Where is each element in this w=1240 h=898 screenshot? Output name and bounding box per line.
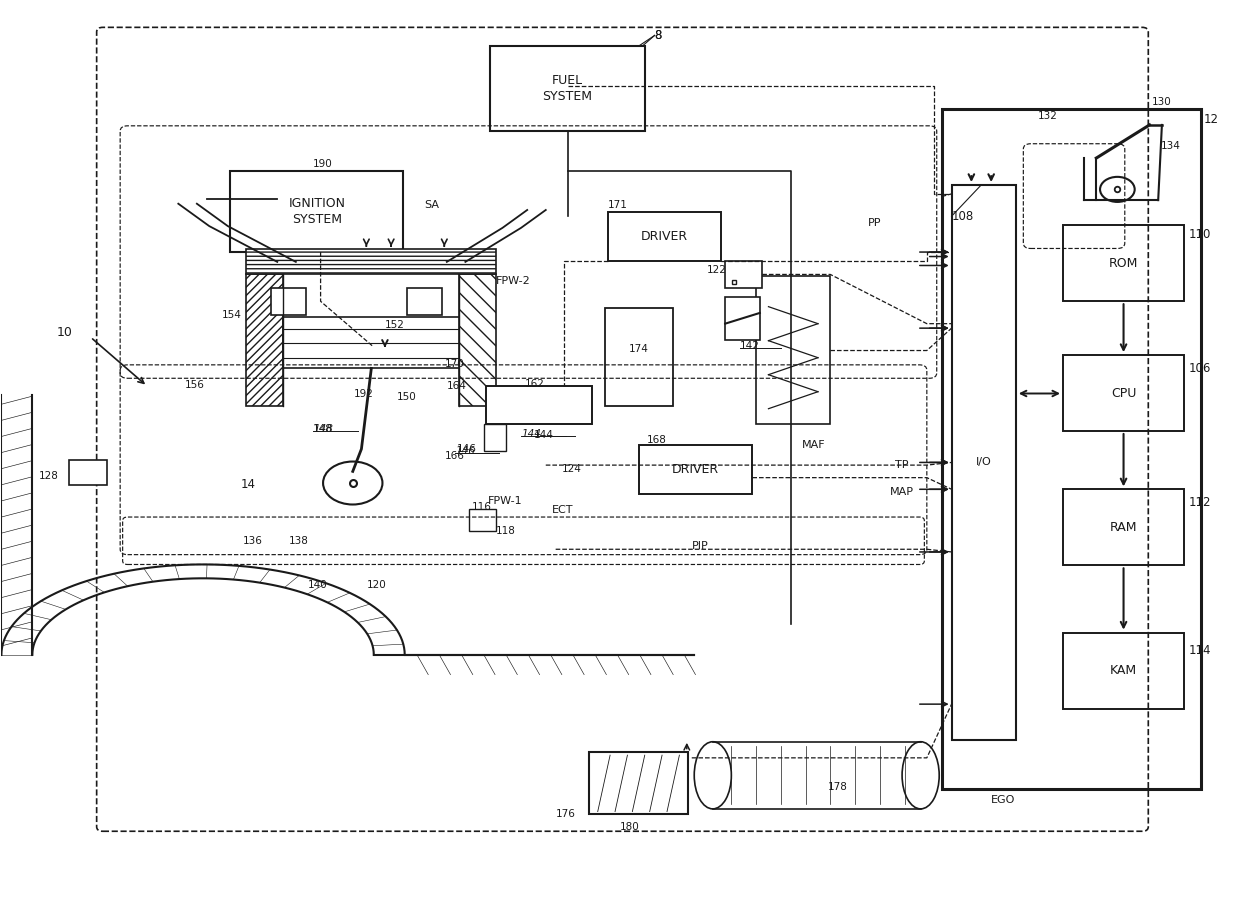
- Text: PP: PP: [868, 218, 880, 228]
- Bar: [469, 509, 496, 532]
- FancyBboxPatch shape: [951, 185, 1016, 740]
- FancyBboxPatch shape: [1063, 225, 1184, 302]
- Ellipse shape: [901, 742, 939, 809]
- Bar: [69, 460, 107, 485]
- Text: FUEL
SYSTEM: FUEL SYSTEM: [542, 75, 593, 103]
- Text: MAP: MAP: [890, 487, 914, 497]
- FancyBboxPatch shape: [725, 261, 763, 288]
- Text: 180: 180: [620, 822, 640, 832]
- Text: 142: 142: [740, 341, 760, 351]
- Text: 162: 162: [525, 379, 544, 389]
- Text: 122: 122: [707, 265, 727, 275]
- Text: 8: 8: [655, 29, 662, 42]
- Text: 171: 171: [608, 200, 627, 210]
- Text: 192: 192: [353, 390, 374, 400]
- Text: 170: 170: [444, 359, 464, 369]
- Text: 176: 176: [556, 809, 575, 819]
- Text: 124: 124: [562, 463, 582, 473]
- Text: 178: 178: [828, 782, 848, 792]
- FancyBboxPatch shape: [941, 109, 1202, 789]
- Bar: [407, 288, 441, 314]
- FancyBboxPatch shape: [1063, 355, 1184, 431]
- Text: FPW-2: FPW-2: [496, 276, 531, 286]
- Text: 136: 136: [243, 536, 263, 546]
- FancyBboxPatch shape: [486, 386, 591, 424]
- Text: 110: 110: [1189, 228, 1211, 241]
- FancyBboxPatch shape: [490, 46, 645, 131]
- FancyBboxPatch shape: [484, 424, 506, 451]
- Text: FPW-1: FPW-1: [487, 496, 522, 506]
- Text: 116: 116: [471, 502, 491, 512]
- Text: 112: 112: [1189, 497, 1211, 509]
- FancyBboxPatch shape: [1063, 489, 1184, 566]
- Text: 144: 144: [533, 429, 553, 440]
- Text: DRIVER: DRIVER: [641, 230, 688, 242]
- Text: 140: 140: [309, 580, 327, 590]
- Text: CPU: CPU: [1111, 386, 1136, 400]
- FancyBboxPatch shape: [756, 277, 831, 424]
- Text: 12: 12: [1204, 113, 1219, 126]
- Text: 8: 8: [655, 29, 662, 42]
- Bar: [284, 316, 459, 368]
- Text: 132: 132: [1038, 111, 1058, 121]
- Text: 174: 174: [629, 344, 649, 354]
- FancyBboxPatch shape: [639, 445, 753, 494]
- Text: 120: 120: [366, 580, 386, 590]
- Text: 130: 130: [1152, 97, 1172, 107]
- Text: ECT: ECT: [552, 505, 573, 515]
- Text: 164: 164: [446, 382, 466, 392]
- Text: MAF: MAF: [802, 439, 826, 450]
- Text: 118: 118: [496, 526, 516, 536]
- Text: ROM: ROM: [1109, 257, 1138, 269]
- Text: 144: 144: [521, 428, 541, 439]
- Text: 150: 150: [397, 392, 417, 402]
- Text: 10: 10: [57, 326, 73, 339]
- Bar: [459, 275, 496, 406]
- FancyBboxPatch shape: [605, 307, 673, 406]
- Text: 106: 106: [1189, 362, 1211, 375]
- Text: IGNITION
SYSTEM: IGNITION SYSTEM: [289, 198, 346, 226]
- Bar: [247, 250, 496, 275]
- FancyBboxPatch shape: [1063, 632, 1184, 709]
- Text: 166: 166: [444, 451, 464, 462]
- Text: KAM: KAM: [1110, 664, 1137, 677]
- Text: EGO: EGO: [991, 795, 1016, 805]
- Bar: [272, 288, 306, 314]
- Text: 114: 114: [1189, 644, 1211, 657]
- FancyBboxPatch shape: [589, 752, 688, 814]
- Text: 152: 152: [384, 321, 404, 330]
- Text: RAM: RAM: [1110, 521, 1137, 533]
- Text: DRIVER: DRIVER: [672, 462, 719, 476]
- Text: 190: 190: [314, 159, 332, 170]
- Text: 146: 146: [455, 445, 475, 456]
- FancyBboxPatch shape: [231, 172, 403, 252]
- Text: 148: 148: [314, 425, 334, 435]
- Text: 168: 168: [647, 435, 667, 445]
- Text: SA: SA: [424, 200, 439, 210]
- Text: 108: 108: [951, 210, 973, 223]
- Text: I/O: I/O: [976, 457, 992, 468]
- FancyBboxPatch shape: [725, 297, 760, 339]
- Text: 154: 154: [222, 310, 242, 320]
- Text: PIP: PIP: [692, 541, 708, 550]
- Text: 148: 148: [314, 425, 334, 435]
- Bar: [247, 275, 284, 406]
- Text: TP: TP: [895, 460, 908, 471]
- Text: 138: 138: [289, 536, 309, 546]
- Text: 156: 156: [185, 380, 205, 390]
- Text: 134: 134: [1161, 141, 1180, 152]
- Text: 128: 128: [38, 471, 58, 480]
- FancyBboxPatch shape: [608, 212, 722, 261]
- Text: 146: 146: [456, 444, 476, 454]
- Ellipse shape: [694, 742, 732, 809]
- Text: 14: 14: [241, 479, 255, 491]
